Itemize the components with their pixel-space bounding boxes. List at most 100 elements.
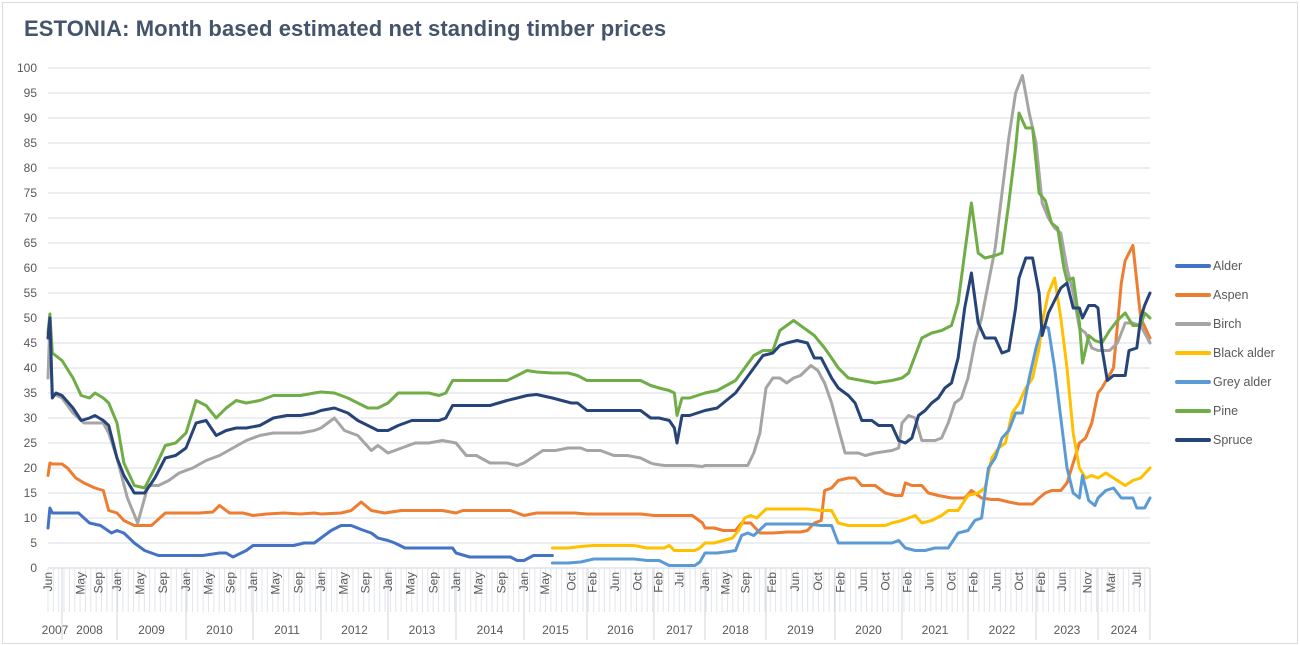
legend-item-black-alder: Black alder [1175,338,1275,367]
x-month-label: Jan [517,572,531,591]
x-year-label: 2024 [1111,623,1138,637]
legend-label: Alder [1213,258,1243,273]
x-year-label: 2016 [607,623,634,637]
x-month-label: Jan [110,572,124,591]
x-month-label: Sep [359,572,373,594]
y-tick-label: 80 [24,161,38,175]
chart-title: ESTONIA: Month based estimated net stand… [24,16,667,41]
x-year-label: 2018 [722,623,749,637]
legend-item-pine: Pine [1175,396,1275,425]
series-line-birch [46,74,1152,525]
legend: Alder Aspen Birch Black alder Grey alder Pine… [1175,251,1275,454]
x-month-label: Jun [788,572,802,591]
y-axis-ticks: 0 5 10 15 20 25 30 35 40 45 50 55 60 65 70 75 80 85 90 95 10… [17,61,37,575]
legend-item-alder: Alder [1175,251,1275,280]
y-tick-label: 60 [24,261,38,275]
legend-item-grey-alder: Grey alder [1175,367,1275,396]
x-month-label: May [201,572,215,595]
series-lines [46,74,1152,567]
legend-swatch [1175,379,1211,384]
x-month-label: Jun [989,572,1003,591]
legend-label: Spruce [1213,432,1253,447]
x-month-label: Jan [314,572,328,591]
x-year-label: 2013 [409,623,436,637]
x-month-label: May [538,572,552,595]
y-tick-label: 35 [24,386,38,400]
x-month-label: Feb [834,572,848,593]
x-month-label: Sep [92,572,106,594]
y-tick-label: 55 [24,286,38,300]
x-year-label: 2021 [922,623,949,637]
x-month-label: Oct [630,571,644,590]
series-line-alder [46,506,554,562]
legend-swatch [1175,263,1211,268]
legend-label: Grey alder [1213,374,1272,389]
legend-swatch [1175,292,1211,297]
x-year-label: 2014 [477,623,504,637]
x-year-label: 2022 [989,623,1016,637]
y-tick-label: 0 [30,561,37,575]
x-month-label: Mar [1104,572,1118,593]
x-month-label: Jan [698,572,712,591]
x-month-label: Feb [651,572,665,593]
x-month-label: Jul [673,572,687,587]
legend-label: Black alder [1213,345,1275,360]
x-month-label: Oct [945,571,959,590]
x-month-label: Sep [291,572,305,594]
y-tick-label: 95 [24,86,38,100]
series-line-pine [46,111,1152,490]
x-month-label: Feb [967,572,981,593]
x-year-label: 2009 [138,623,165,637]
y-tick-label: 5 [30,536,37,550]
gridlines [48,67,1150,569]
x-month-label: Jun [41,572,55,591]
x-month-label: Jun [923,572,937,591]
x-month-label: May [718,572,732,595]
legend-label: Pine [1213,403,1239,418]
x-month-label: Jan [381,572,395,591]
legend-swatch [1175,408,1211,413]
x-year-label: 2019 [787,623,814,637]
x-year-label: 2011 [274,623,300,637]
x-year-label: 2007 [42,623,69,637]
x-month-label: Oct [1012,571,1026,590]
x-month-label: Sep [739,572,753,594]
x-month-label: Jun [608,572,622,591]
y-tick-label: 30 [24,411,38,425]
x-month-label: Oct [878,571,892,590]
x-month-label: Jan [246,572,260,591]
x-month-label: Jun [1055,572,1069,591]
x-month-label: Jul [1130,572,1144,587]
x-month-label: Oct [564,571,578,590]
x-month-label: May [73,572,87,595]
x-month-label: Feb [1034,572,1048,593]
x-year-label: 2008 [76,623,103,637]
x-month-label: Sep [156,572,170,594]
x-month-label: Sep [494,572,508,594]
legend-swatch [1175,321,1211,326]
legend-label: Aspen [1213,287,1249,302]
x-month-label: May [269,572,283,595]
series-line-spruce [46,256,1152,495]
x-year-label: 2020 [855,623,882,637]
x-year-label: 2015 [542,623,569,637]
legend-item-spruce: Spruce [1175,425,1275,454]
x-month-label: Sep [224,572,238,594]
x-axis: 2007 Jun 2008 May Sep 2009 Jan May Sep 2010 Jan May… [41,567,1151,640]
x-month-label: Jun [856,572,870,591]
x-month-label: Feb [765,572,779,593]
x-year-label: 2023 [1054,623,1081,637]
series-line-grey-alder [550,324,1152,567]
y-tick-label: 65 [24,236,38,250]
legend-item-aspen: Aspen [1175,280,1275,309]
x-year-label: 2017 [666,623,693,637]
legend-label: Birch [1213,316,1242,331]
x-month-label: Feb [901,572,915,593]
x-month-label: Nov [1081,572,1095,593]
y-tick-label: 50 [24,311,38,325]
x-month-label: Oct [811,571,825,590]
y-tick-label: 90 [24,111,38,125]
x-month-label: Sep [426,572,440,594]
